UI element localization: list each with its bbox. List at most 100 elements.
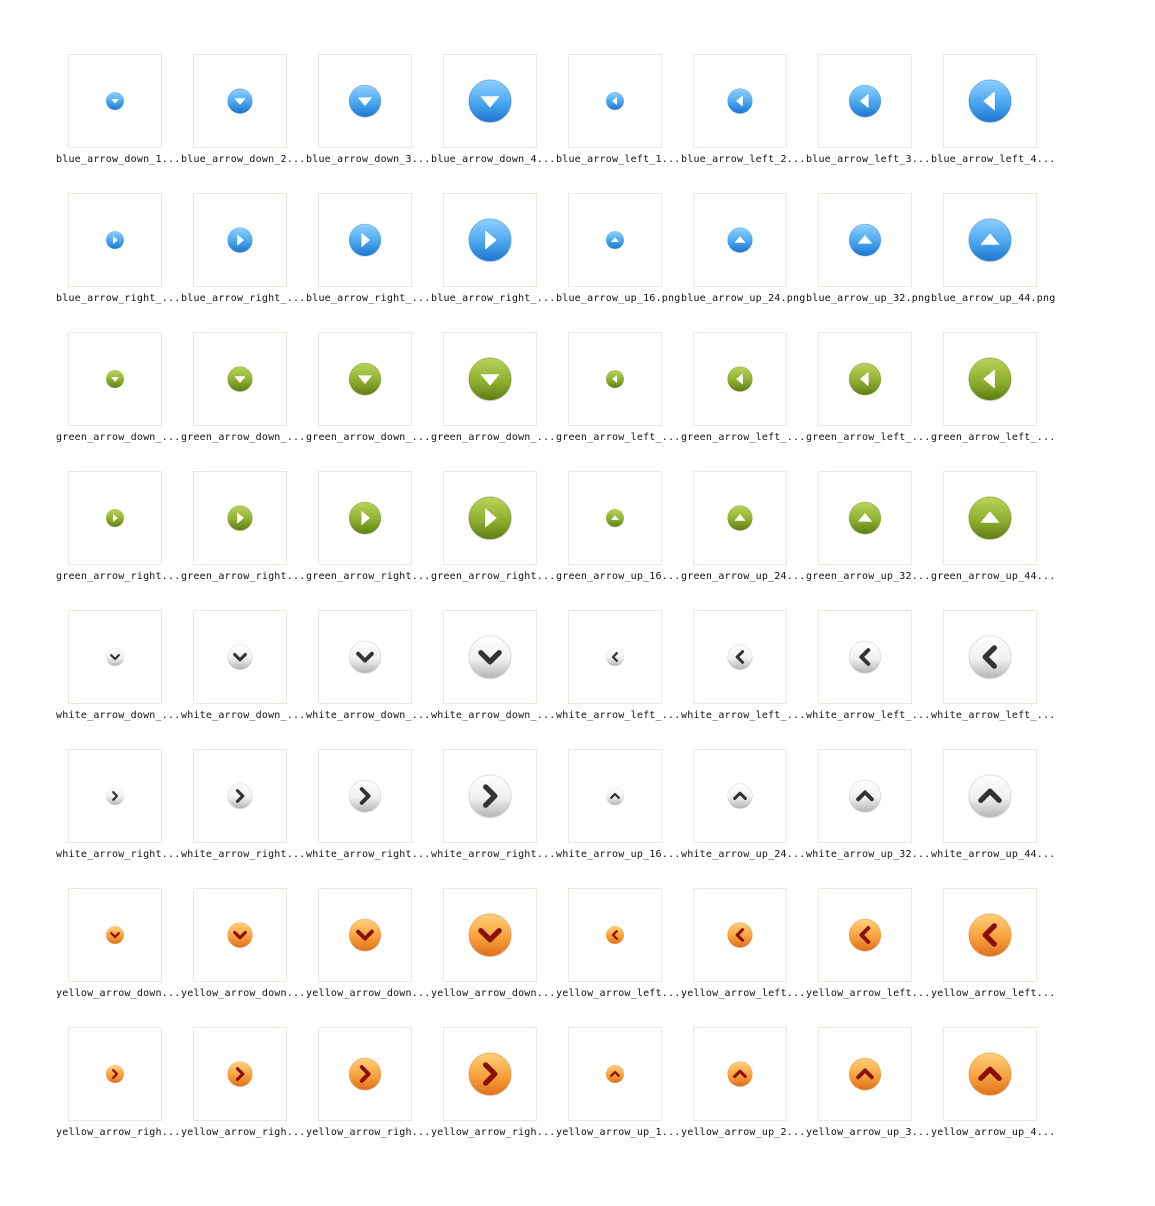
file-thumbnail[interactable] (68, 54, 162, 148)
file-item[interactable]: yellow_arrow_righ... (181, 1027, 306, 1166)
file-thumbnail[interactable] (443, 888, 537, 982)
file-thumbnail[interactable] (568, 888, 662, 982)
file-thumbnail[interactable] (443, 471, 537, 565)
file-thumbnail[interactable] (318, 1027, 412, 1121)
file-item[interactable]: yellow_arrow_up_2... (681, 1027, 806, 1166)
file-thumbnail[interactable] (693, 332, 787, 426)
file-thumbnail[interactable] (693, 471, 787, 565)
file-thumbnail[interactable] (943, 471, 1037, 565)
file-item[interactable]: green_arrow_down_... (181, 332, 306, 471)
file-item[interactable]: white_arrow_down_... (306, 610, 431, 749)
file-thumbnail[interactable] (193, 1027, 287, 1121)
file-thumbnail[interactable] (68, 193, 162, 287)
file-item[interactable]: white_arrow_down_... (56, 610, 181, 749)
file-item[interactable]: blue_arrow_down_3... (306, 54, 431, 193)
file-item[interactable]: blue_arrow_left_2... (681, 54, 806, 193)
file-item[interactable]: green_arrow_down_... (56, 332, 181, 471)
file-item[interactable]: yellow_arrow_left... (931, 888, 1056, 1027)
file-thumbnail[interactable] (443, 610, 537, 704)
file-item[interactable]: green_arrow_up_44... (931, 471, 1056, 610)
file-thumbnail[interactable] (68, 610, 162, 704)
file-thumbnail[interactable] (443, 54, 537, 148)
file-thumbnail[interactable] (568, 193, 662, 287)
file-thumbnail[interactable] (943, 332, 1037, 426)
file-thumbnail[interactable] (193, 193, 287, 287)
file-item[interactable]: green_arrow_left_... (556, 332, 681, 471)
file-item[interactable]: white_arrow_up_24... (681, 749, 806, 888)
file-thumbnail[interactable] (943, 54, 1037, 148)
file-item[interactable]: green_arrow_right... (56, 471, 181, 610)
file-thumbnail[interactable] (318, 888, 412, 982)
file-item[interactable]: blue_arrow_up_24.png (681, 193, 806, 332)
file-thumbnail[interactable] (818, 193, 912, 287)
file-item[interactable]: yellow_arrow_down... (181, 888, 306, 1027)
file-item[interactable]: yellow_arrow_down... (431, 888, 556, 1027)
file-item[interactable]: yellow_arrow_left... (556, 888, 681, 1027)
file-item[interactable]: blue_arrow_right_... (181, 193, 306, 332)
file-item[interactable]: green_arrow_down_... (431, 332, 556, 471)
file-item[interactable]: yellow_arrow_righ... (56, 1027, 181, 1166)
file-thumbnail[interactable] (568, 1027, 662, 1121)
file-item[interactable]: green_arrow_left_... (806, 332, 931, 471)
file-item[interactable]: green_arrow_left_... (931, 332, 1056, 471)
file-item[interactable]: white_arrow_up_32... (806, 749, 931, 888)
file-thumbnail[interactable] (818, 749, 912, 843)
file-thumbnail[interactable] (193, 54, 287, 148)
file-thumbnail[interactable] (568, 54, 662, 148)
file-thumbnail[interactable] (68, 749, 162, 843)
file-item[interactable]: white_arrow_left_... (806, 610, 931, 749)
file-thumbnail[interactable] (943, 749, 1037, 843)
file-item[interactable]: blue_arrow_down_1... (56, 54, 181, 193)
file-thumbnail[interactable] (318, 332, 412, 426)
file-thumbnail[interactable] (568, 749, 662, 843)
file-thumbnail[interactable] (443, 1027, 537, 1121)
file-thumbnail[interactable] (193, 471, 287, 565)
file-thumbnail[interactable] (693, 610, 787, 704)
file-thumbnail[interactable] (318, 749, 412, 843)
file-item[interactable]: white_arrow_left_... (556, 610, 681, 749)
file-thumbnail[interactable] (943, 888, 1037, 982)
file-item[interactable]: blue_arrow_left_1... (556, 54, 681, 193)
file-thumbnail[interactable] (943, 1027, 1037, 1121)
file-thumbnail[interactable] (818, 332, 912, 426)
file-thumbnail[interactable] (193, 610, 287, 704)
file-thumbnail[interactable] (568, 610, 662, 704)
file-thumbnail[interactable] (68, 888, 162, 982)
file-thumbnail[interactable] (818, 54, 912, 148)
file-thumbnail[interactable] (693, 888, 787, 982)
file-thumbnail[interactable] (193, 332, 287, 426)
file-thumbnail[interactable] (318, 610, 412, 704)
file-thumbnail[interactable] (318, 193, 412, 287)
file-thumbnail[interactable] (68, 471, 162, 565)
file-item[interactable]: green_arrow_right... (181, 471, 306, 610)
file-thumbnail[interactable] (318, 54, 412, 148)
file-thumbnail[interactable] (443, 193, 537, 287)
file-thumbnail[interactable] (443, 332, 537, 426)
file-item[interactable]: yellow_arrow_up_3... (806, 1027, 931, 1166)
file-item[interactable]: yellow_arrow_up_1... (556, 1027, 681, 1166)
file-thumbnail[interactable] (193, 749, 287, 843)
file-thumbnail[interactable] (943, 193, 1037, 287)
file-item[interactable]: blue_arrow_left_4... (931, 54, 1056, 193)
file-thumbnail[interactable] (568, 471, 662, 565)
file-thumbnail[interactable] (943, 610, 1037, 704)
file-item[interactable]: white_arrow_left_... (931, 610, 1056, 749)
file-item[interactable]: white_arrow_left_... (681, 610, 806, 749)
file-item[interactable]: green_arrow_right... (306, 471, 431, 610)
file-item[interactable]: green_arrow_right... (431, 471, 556, 610)
file-item[interactable]: yellow_arrow_righ... (431, 1027, 556, 1166)
file-thumbnail[interactable] (818, 471, 912, 565)
file-item[interactable]: yellow_arrow_righ... (306, 1027, 431, 1166)
file-thumbnail[interactable] (318, 471, 412, 565)
file-item[interactable]: white_arrow_up_16... (556, 749, 681, 888)
file-item[interactable]: yellow_arrow_down... (56, 888, 181, 1027)
file-item[interactable]: blue_arrow_right_... (56, 193, 181, 332)
file-thumbnail[interactable] (693, 54, 787, 148)
file-thumbnail[interactable] (818, 1027, 912, 1121)
file-item[interactable]: green_arrow_down_... (306, 332, 431, 471)
file-item[interactable]: yellow_arrow_up_4... (931, 1027, 1056, 1166)
file-item[interactable]: green_arrow_up_16... (556, 471, 681, 610)
file-item[interactable]: blue_arrow_down_4... (431, 54, 556, 193)
file-item[interactable]: green_arrow_left_... (681, 332, 806, 471)
file-thumbnail[interactable] (568, 332, 662, 426)
